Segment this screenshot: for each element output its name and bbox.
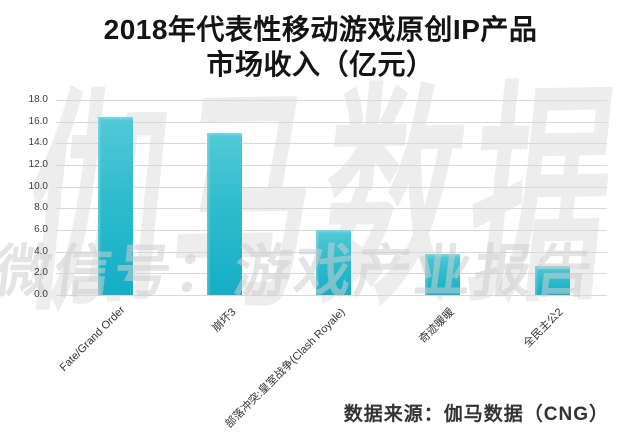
y-axis-tick-label: 18.0 [28,94,48,105]
y-axis-tick-label: 12.0 [28,159,48,170]
gridline [56,100,607,101]
gridline [56,295,607,296]
gridline [56,208,607,210]
bar [98,117,134,295]
gridline [56,186,607,188]
bar [316,230,352,295]
plot-area [56,100,607,296]
bar [534,265,570,295]
y-axis-tick-label: 8.0 [34,202,48,214]
y-axis-tick-label: 10.0 [28,180,48,192]
gridline [56,143,607,145]
data-source-note: 数据来源：伽马数据（CNG） [343,404,609,425]
bar [425,253,461,295]
chart-title-line1: 2018年代表性移动游戏原创IP产品 [103,14,538,45]
gridline [56,165,607,166]
watermark-wechat-note: 微信号：游戏产业报告 [0,240,599,304]
gridline [56,121,607,123]
y-axis-tick-label: 16.0 [28,115,48,127]
y-axis-tick-label: 6.0 [34,224,48,235]
chart-title: 2018年代表性移动游戏原创IP产品 市场收入（亿元） [0,12,641,82]
chart-title-line2: 市场收入（亿元） [206,49,435,80]
y-axis-tick-label: 2.0 [34,267,48,279]
y-axis-tick-label: 0.0 [34,289,48,300]
bar [207,132,243,295]
y-axis-tick-label: 4.0 [34,245,48,257]
y-axis-tick-label: 14.0 [28,137,48,149]
